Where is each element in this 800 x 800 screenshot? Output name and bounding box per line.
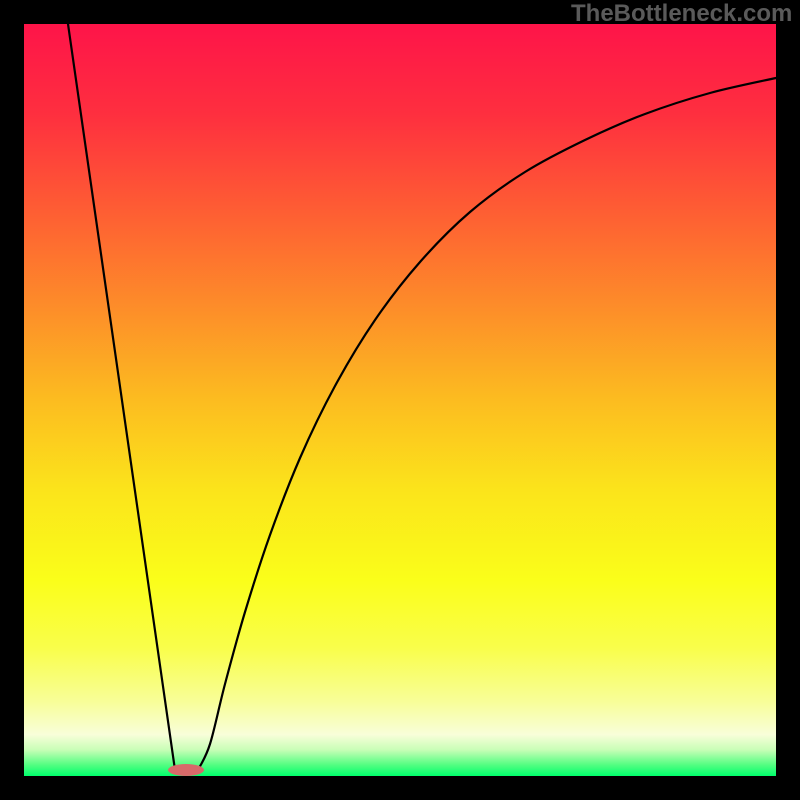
chart-svg [0,0,800,800]
curve-left [68,24,175,770]
chart-container: TheBottleneck.com [0,0,800,800]
curve-right [198,78,776,770]
marker [168,764,204,776]
watermark-text: TheBottleneck.com [571,0,792,28]
